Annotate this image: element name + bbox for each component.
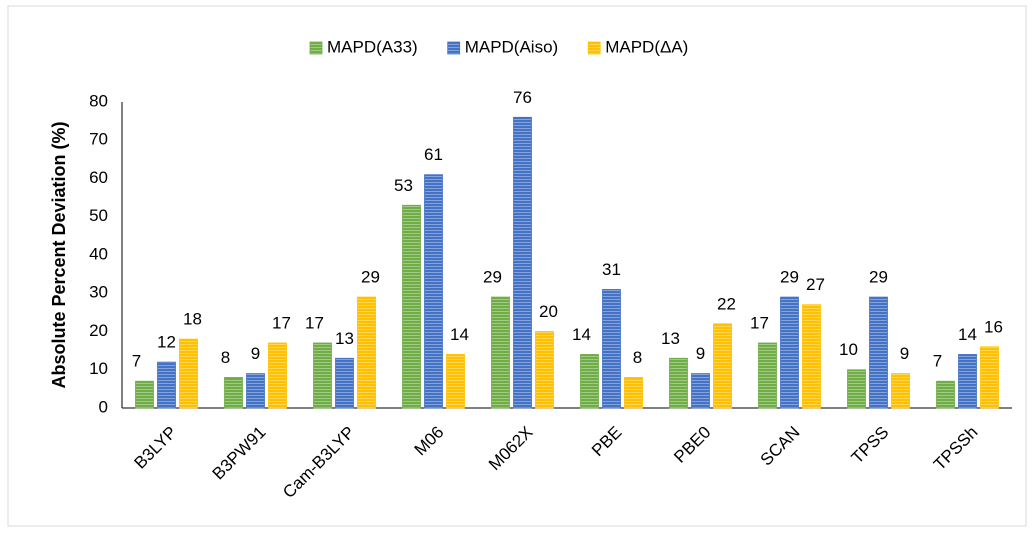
- data-label: 29: [869, 268, 888, 287]
- bar: [758, 342, 777, 409]
- bar: [980, 346, 999, 409]
- data-label: 76: [513, 88, 532, 107]
- bar: [246, 373, 265, 409]
- y-tick-label: 30: [89, 283, 108, 302]
- data-label: 53: [394, 176, 413, 195]
- bar: [891, 373, 910, 409]
- bar: [135, 380, 154, 409]
- data-label: 29: [780, 268, 799, 287]
- bar: [602, 289, 621, 409]
- bar: [357, 296, 376, 409]
- legend-label: MAPD(A33): [327, 37, 418, 56]
- y-tick-label: 70: [89, 130, 108, 149]
- bar: [446, 354, 465, 409]
- data-label: 14: [450, 325, 469, 344]
- data-label: 8: [633, 348, 642, 367]
- data-label: 12: [157, 333, 176, 352]
- y-tick-label: 20: [89, 321, 108, 340]
- y-tick-label: 50: [89, 206, 108, 225]
- data-label: 22: [717, 294, 736, 313]
- data-label: 7: [933, 352, 942, 371]
- legend-label: MAPD(ΔA): [605, 37, 688, 56]
- data-label: 14: [572, 325, 591, 344]
- legend-label: MAPD(Aiso): [465, 37, 559, 56]
- y-tick-label: 10: [89, 359, 108, 378]
- data-label: 61: [424, 145, 443, 164]
- bar: [958, 354, 977, 409]
- data-label: 17: [750, 313, 769, 332]
- legend-swatch: [309, 41, 323, 55]
- data-label: 14: [958, 325, 977, 344]
- bar: [847, 369, 866, 409]
- data-label: 29: [361, 268, 380, 287]
- data-label: 18: [183, 310, 202, 329]
- data-label: 9: [900, 344, 909, 363]
- bar: [624, 376, 643, 409]
- y-tick-label: 60: [89, 168, 108, 187]
- bar: [335, 357, 354, 409]
- y-tick-label: 40: [89, 244, 108, 263]
- data-label: 31: [602, 260, 621, 279]
- y-axis-label: Absolute Percent Deviation (%): [49, 121, 69, 388]
- bar: [780, 296, 799, 409]
- bar: [513, 116, 532, 409]
- data-label: 17: [272, 313, 291, 332]
- bar: [936, 380, 955, 409]
- bar: [713, 323, 732, 409]
- data-label: 16: [984, 317, 1003, 336]
- data-label: 29: [483, 268, 502, 287]
- y-tick-label: 0: [99, 397, 108, 416]
- bar: [179, 338, 198, 409]
- bar: [669, 357, 688, 409]
- data-label: 7: [132, 352, 141, 371]
- data-label: 9: [251, 344, 260, 363]
- legend-swatch: [587, 41, 601, 55]
- bar: [224, 376, 243, 409]
- bar: [402, 204, 421, 409]
- bar: [691, 373, 710, 409]
- data-label: 9: [696, 344, 705, 363]
- data-label: 17: [305, 313, 324, 332]
- data-label: 10: [839, 340, 858, 359]
- data-label: 8: [221, 348, 230, 367]
- y-tick-label: 80: [89, 91, 108, 110]
- bar: [580, 354, 599, 409]
- bar: [424, 174, 443, 409]
- bar: [802, 304, 821, 409]
- data-label: 13: [335, 329, 354, 348]
- legend-swatch: [447, 41, 461, 55]
- data-label: 13: [661, 329, 680, 348]
- bar: [157, 361, 176, 409]
- data-label: 20: [539, 302, 558, 321]
- bar: [491, 296, 510, 409]
- data-label: 27: [806, 275, 825, 294]
- bar: [869, 296, 888, 409]
- bar: [268, 342, 287, 409]
- bar: [313, 342, 332, 409]
- bar: [535, 331, 554, 409]
